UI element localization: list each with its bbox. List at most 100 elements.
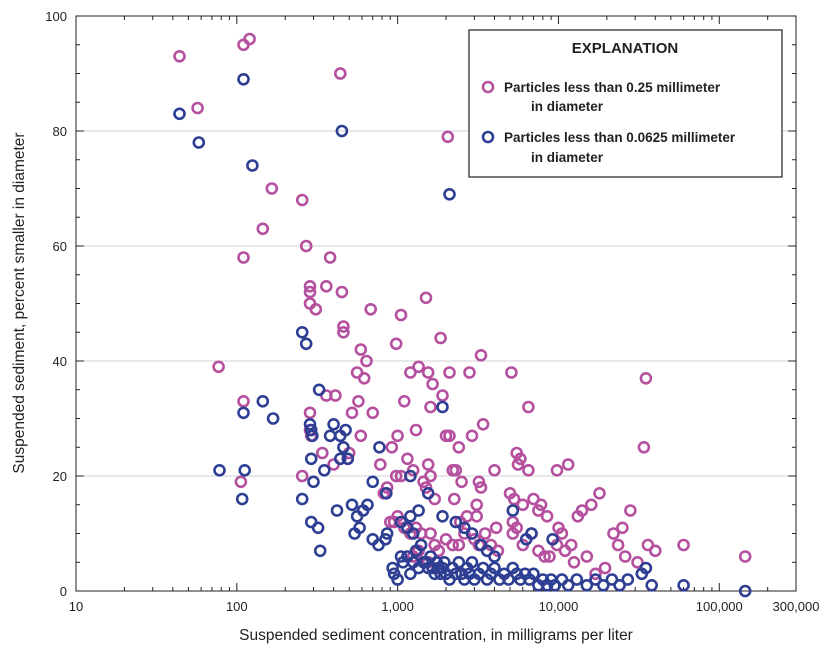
data-point-series-1 bbox=[295, 469, 309, 483]
y-tick-label: 60 bbox=[53, 239, 67, 254]
data-point-series-1 bbox=[391, 429, 404, 443]
data-point-series-1 bbox=[335, 285, 349, 299]
data-point-series-1 bbox=[472, 475, 486, 489]
data-point-series-2 bbox=[379, 532, 392, 546]
data-point-series-2 bbox=[317, 463, 331, 477]
data-point-series-1 bbox=[354, 343, 368, 356]
data-point-series-1 bbox=[527, 492, 540, 506]
legend: EXPLANATION Particles less than 0.25 mil… bbox=[468, 29, 783, 178]
data-point-series-2 bbox=[295, 325, 309, 339]
data-point-series-1 bbox=[738, 550, 752, 563]
data-point-series-1 bbox=[173, 49, 186, 63]
data-point-series-2 bbox=[304, 423, 318, 437]
y-axis-title: Suspended sediment, percent smaller in d… bbox=[11, 132, 28, 473]
data-point-series-1 bbox=[436, 389, 449, 402]
data-point-series-1 bbox=[432, 544, 446, 558]
data-point-series-1 bbox=[474, 481, 488, 494]
legend-label-series-1-line-2: in diameter bbox=[531, 99, 604, 114]
data-point-series-2 bbox=[404, 567, 417, 581]
data-point-series-2 bbox=[738, 584, 752, 598]
data-point-series-1 bbox=[470, 509, 484, 523]
data-point-series-2 bbox=[449, 567, 463, 581]
data-point-series-1 bbox=[421, 458, 435, 471]
data-point-series-1 bbox=[401, 452, 414, 466]
legend-label-series-1-line-1: Particles less than 0.25 millimeter bbox=[504, 80, 721, 95]
legend-marker-series-1 bbox=[481, 80, 495, 94]
data-point-series-2 bbox=[246, 159, 259, 172]
data-point-series-1 bbox=[426, 377, 439, 391]
data-point-series-1 bbox=[452, 538, 466, 552]
data-point-series-1 bbox=[558, 544, 572, 558]
data-point-series-2 bbox=[506, 504, 520, 517]
data-point-series-1 bbox=[409, 423, 423, 437]
data-point-series-1 bbox=[543, 550, 556, 563]
data-point-series-2 bbox=[406, 527, 420, 540]
data-point-series-2 bbox=[561, 578, 575, 592]
data-point-series-1 bbox=[534, 498, 548, 512]
data-point-series-1 bbox=[465, 429, 479, 443]
data-point-series-1 bbox=[364, 302, 378, 316]
data-point-series-1 bbox=[631, 555, 644, 569]
data-point-series-2 bbox=[437, 555, 451, 569]
data-point-series-1 bbox=[506, 527, 520, 540]
data-point-series-1 bbox=[397, 394, 411, 408]
data-point-series-2 bbox=[333, 452, 347, 466]
data-point-series-1 bbox=[412, 360, 425, 374]
data-point-series-1 bbox=[333, 67, 347, 80]
data-point-series-2 bbox=[589, 573, 602, 586]
data-point-series-1 bbox=[463, 366, 476, 379]
data-point-series-2 bbox=[306, 429, 319, 443]
data-point-series-2 bbox=[304, 452, 318, 466]
data-point-series-2 bbox=[353, 521, 366, 535]
legend-box bbox=[468, 29, 783, 178]
data-point-series-1 bbox=[212, 360, 225, 374]
data-point-series-1 bbox=[389, 337, 403, 351]
data-point-series-2 bbox=[404, 509, 417, 523]
data-point-series-1 bbox=[476, 417, 490, 431]
data-point-series-1 bbox=[567, 555, 581, 569]
data-point-series-2 bbox=[639, 561, 653, 575]
data-point-series-2 bbox=[525, 527, 538, 540]
data-point-series-1 bbox=[489, 521, 503, 535]
data-point-series-1 bbox=[419, 481, 433, 494]
data-point-series-1 bbox=[538, 550, 551, 563]
data-point-series-1 bbox=[424, 400, 437, 414]
data-point-series-1 bbox=[366, 406, 380, 420]
legend-label-series-2-line-1: Particles less than 0.0625 millimeter bbox=[504, 130, 736, 145]
data-point-series-2 bbox=[465, 527, 479, 540]
x-tick-label: 10 bbox=[69, 599, 83, 614]
data-point-series-1 bbox=[478, 527, 492, 540]
data-point-series-1 bbox=[360, 354, 373, 368]
data-point-series-1 bbox=[303, 279, 317, 293]
data-point-series-1 bbox=[237, 394, 250, 408]
data-point-series-1 bbox=[443, 366, 456, 379]
data-point-series-2 bbox=[436, 509, 449, 523]
data-point-series-2 bbox=[295, 492, 309, 506]
data-point-series-1 bbox=[191, 101, 204, 115]
data-point-series-1 bbox=[637, 440, 651, 454]
data-point-series-2 bbox=[173, 107, 186, 121]
data-point-series-1 bbox=[256, 222, 270, 236]
data-point-series-2 bbox=[335, 124, 349, 138]
legend-label-series-2-line-2: in diameter bbox=[531, 150, 604, 165]
data-point-series-1 bbox=[455, 475, 468, 489]
data-point-series-2 bbox=[330, 504, 344, 517]
data-point-series-1 bbox=[319, 279, 333, 293]
data-point-series-1 bbox=[373, 458, 387, 471]
data-point-series-1 bbox=[598, 561, 612, 575]
data-point-series-1 bbox=[677, 538, 690, 552]
data-point-series-2 bbox=[488, 561, 501, 575]
data-point-series-2 bbox=[502, 573, 515, 586]
data-point-series-1 bbox=[265, 182, 279, 195]
data-point-series-2 bbox=[238, 463, 251, 477]
data-point-series-2 bbox=[596, 578, 610, 592]
data-point-series-2 bbox=[339, 423, 352, 437]
data-point-series-1 bbox=[299, 239, 313, 253]
data-point-series-2 bbox=[380, 527, 394, 540]
data-point-series-2 bbox=[373, 440, 386, 454]
data-point-series-2 bbox=[436, 400, 449, 414]
data-point-series-1 bbox=[404, 366, 417, 379]
data-point-series-2 bbox=[213, 463, 226, 477]
data-point-series-1 bbox=[589, 567, 602, 581]
data-point-series-2 bbox=[452, 555, 466, 569]
